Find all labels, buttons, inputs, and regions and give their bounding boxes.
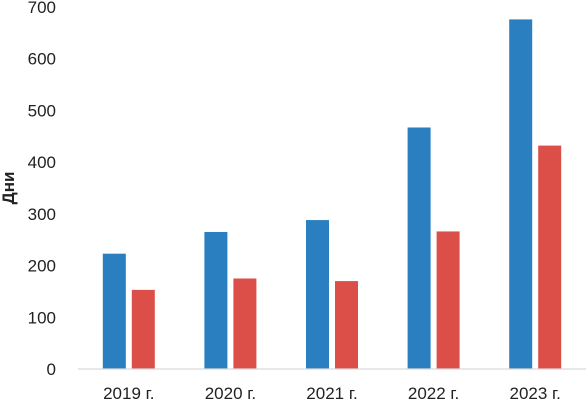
x-tick-label: 2022 г. — [408, 384, 459, 402]
x-tick-label: 2021 г. — [306, 384, 357, 402]
bar-series-1-4 — [509, 19, 533, 369]
bar-series-2-0 — [131, 289, 155, 369]
y-axis-title: Дни — [0, 172, 18, 205]
bar-series-2-1 — [233, 278, 257, 369]
x-tick-label: 2019 г. — [103, 384, 154, 402]
bar-series-1-3 — [407, 127, 431, 369]
y-tick-label: 500 — [28, 101, 56, 120]
y-tick-label: 0 — [47, 360, 56, 379]
bar-series-2-4 — [538, 145, 562, 369]
y-tick-label: 200 — [28, 257, 56, 276]
y-axis-ticks: 0 100 200 300 400 500 600 700 — [28, 0, 56, 379]
y-tick-label: 100 — [28, 308, 56, 327]
y-tick-label: 400 — [28, 153, 56, 172]
bar-series-1-1 — [204, 231, 228, 369]
bar-series-2-2 — [335, 281, 358, 369]
x-tick-label: 2023 г. — [510, 384, 561, 402]
y-tick-label: 300 — [28, 205, 56, 224]
bar-series-1-0 — [102, 253, 126, 369]
y-tick-label: 600 — [28, 50, 56, 69]
x-axis-ticks: 2019 г. 2020 г. 2021 г. 2022 г. 2023 г. — [103, 384, 561, 402]
bar-series-1-2 — [306, 220, 329, 369]
y-tick-label: 700 — [28, 0, 56, 17]
x-tick-label: 2020 г. — [205, 384, 256, 402]
bars — [102, 19, 562, 369]
bar-series-2-3 — [436, 231, 460, 369]
